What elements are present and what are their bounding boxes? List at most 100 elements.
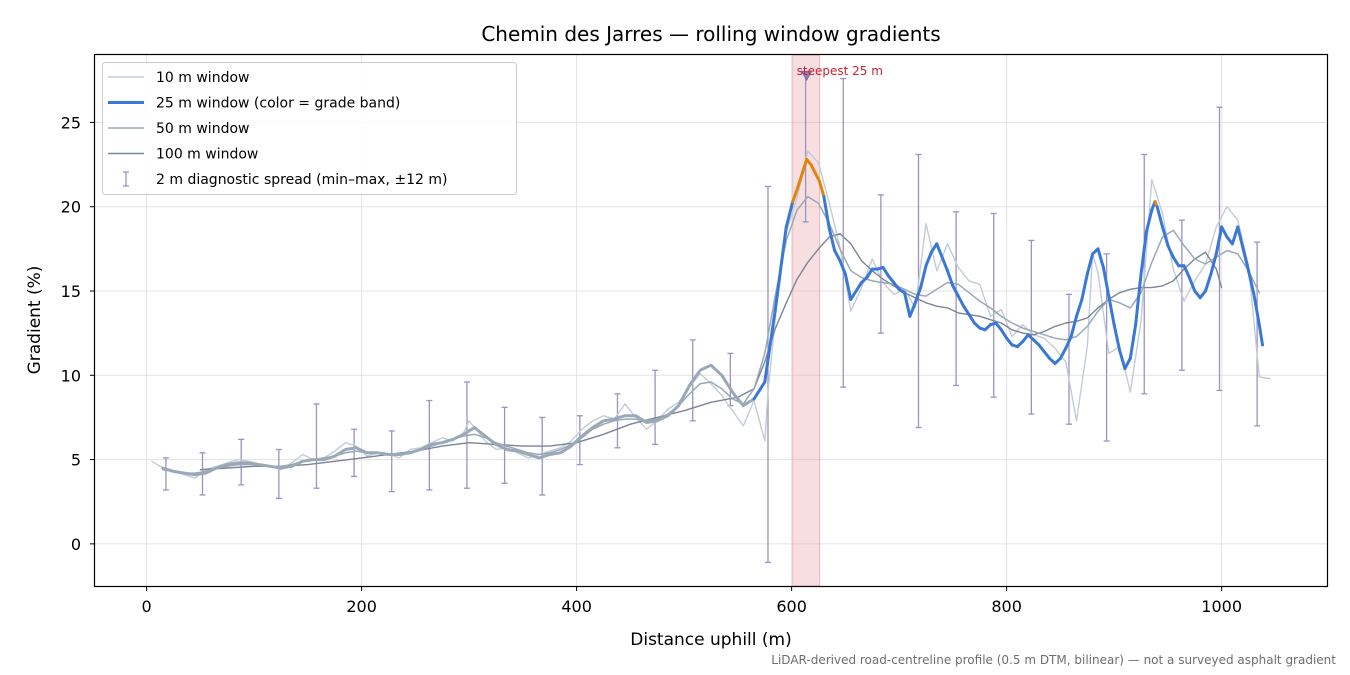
x-axis-title: Distance uphill (m) xyxy=(630,630,791,650)
steepest-annotation: steepest 25 m xyxy=(797,64,883,78)
legend-label: 10 m window xyxy=(156,70,249,86)
series-25m-segment xyxy=(924,250,933,268)
series-25m-segment xyxy=(1161,225,1170,247)
series-25m-segment xyxy=(838,259,847,276)
series-25m-segment xyxy=(908,301,917,318)
series-25m-segment xyxy=(1112,323,1122,352)
series-25m-segment xyxy=(999,328,1009,340)
x-tick-label: 1000 xyxy=(1201,597,1242,616)
series-25m-segment xyxy=(1171,255,1181,268)
legend-label: 2 m diagnostic spread (min–max, ±12 m) xyxy=(156,172,447,188)
series-25m-segment xyxy=(946,269,955,288)
series-25m-segment xyxy=(1118,348,1127,371)
series-25m-segment xyxy=(843,272,853,301)
annotation-layer: steepest 25 m xyxy=(797,64,883,82)
series-50m-line xyxy=(161,195,1261,474)
y-tick-label: 0 xyxy=(71,535,81,554)
series-25m-segment xyxy=(1209,252,1218,276)
series-25m-segment xyxy=(967,313,976,325)
series-25m-segment xyxy=(913,286,923,305)
legend-label: 50 m window xyxy=(156,121,249,137)
series-25m-steep-segment xyxy=(795,171,804,192)
series-25m-segment xyxy=(951,284,960,298)
series-25m-segment xyxy=(935,242,944,259)
series-25m-segment xyxy=(774,225,788,310)
gridlines xyxy=(95,55,1327,586)
series-25m-segment xyxy=(1241,247,1251,273)
series-25m-segment xyxy=(1058,346,1068,360)
series-25m-segment xyxy=(1204,272,1213,293)
x-tick-label: 200 xyxy=(346,597,377,616)
series-25m-segment xyxy=(1236,225,1245,251)
series-25m-segment xyxy=(1064,335,1073,350)
series-25m-segment xyxy=(731,390,745,408)
series-25m-segment xyxy=(903,291,912,318)
series-25m-segment xyxy=(1144,208,1154,234)
chart-title: Chemin des Jarres — rolling window gradi… xyxy=(481,22,940,46)
x-tick-label: 0 xyxy=(142,597,152,616)
series-25m-segment xyxy=(1182,264,1191,280)
series-25m-segment xyxy=(854,281,864,293)
series-25m-segment xyxy=(940,255,950,273)
series-layer xyxy=(151,150,1271,479)
series-25m-segment xyxy=(1080,272,1089,301)
series-25m-segment xyxy=(881,265,890,278)
series-25m-segment xyxy=(752,380,767,401)
series-25m-segment xyxy=(849,289,858,301)
series-25m-segment xyxy=(1187,276,1197,293)
y-axis-title: Gradient (%) xyxy=(25,266,45,375)
series-25m-segment xyxy=(822,195,831,231)
steepest-marker xyxy=(800,70,813,82)
legend: 10 m window 25 m window (color = grade ba… xyxy=(102,62,517,195)
y-tick-label: 5 xyxy=(71,451,81,470)
y-tick-label: 15 xyxy=(61,282,81,301)
y-tick-label: 25 xyxy=(61,113,81,132)
plot-frame xyxy=(93,53,1329,588)
y-axis: 0 5 10 15 20 25 xyxy=(61,113,95,554)
series-10m-line xyxy=(151,150,1271,479)
series-25m-segment xyxy=(1247,269,1256,296)
series-25m-steep-segment xyxy=(813,171,822,183)
series-25m-segment xyxy=(1134,272,1143,327)
series-25m-segment xyxy=(919,264,928,290)
series-25m-segment xyxy=(1220,225,1229,239)
series-25m-segment xyxy=(956,294,966,308)
series-25m-segment xyxy=(1123,356,1132,371)
legend-label: 25 m window (color = grade band) xyxy=(156,96,400,112)
series-25m-segment xyxy=(1166,243,1175,259)
series-25m-steep-segment xyxy=(809,163,817,175)
series-25m-steep-segment xyxy=(818,179,826,199)
series-25m-segment xyxy=(1107,294,1116,327)
legend-box xyxy=(102,62,517,195)
series-25m-segment xyxy=(1069,314,1079,339)
series-25m-segment xyxy=(1257,323,1264,347)
series-25m-segment xyxy=(827,227,837,253)
series-25m-segment xyxy=(763,306,778,384)
series-25m-segment xyxy=(1214,225,1224,256)
series-25m-segment xyxy=(1155,205,1165,229)
series-25m-steep-segment xyxy=(791,188,799,204)
series-25m-segment xyxy=(1075,297,1084,318)
series-25m-segment xyxy=(1128,323,1138,360)
series-25m-segment xyxy=(1096,247,1105,269)
series-25m-segment xyxy=(1139,230,1148,276)
series-25m-segment xyxy=(833,249,842,263)
y-tick-label: 20 xyxy=(61,198,81,217)
series-25m-segment xyxy=(784,200,795,229)
y-tick-label: 10 xyxy=(61,366,81,385)
series-25m-early-line xyxy=(161,363,734,477)
series-25m-segment xyxy=(865,267,874,280)
x-tick-label: 600 xyxy=(776,597,807,616)
series-25m-segment xyxy=(962,304,971,317)
series-25m-segment xyxy=(1230,225,1240,246)
series-25m-segment xyxy=(1101,265,1111,298)
series-25m-segment xyxy=(1085,252,1095,276)
legend-label: 100 m window xyxy=(156,147,258,163)
series-25m-steep-segment xyxy=(800,158,809,175)
footnote: LiDAR-derived road-centreline profile (0… xyxy=(771,653,1336,667)
series-25m-segment xyxy=(741,397,756,408)
x-tick-label: 400 xyxy=(561,597,592,616)
x-tick-label: 800 xyxy=(991,597,1022,616)
series-25m-segment xyxy=(1252,292,1261,327)
